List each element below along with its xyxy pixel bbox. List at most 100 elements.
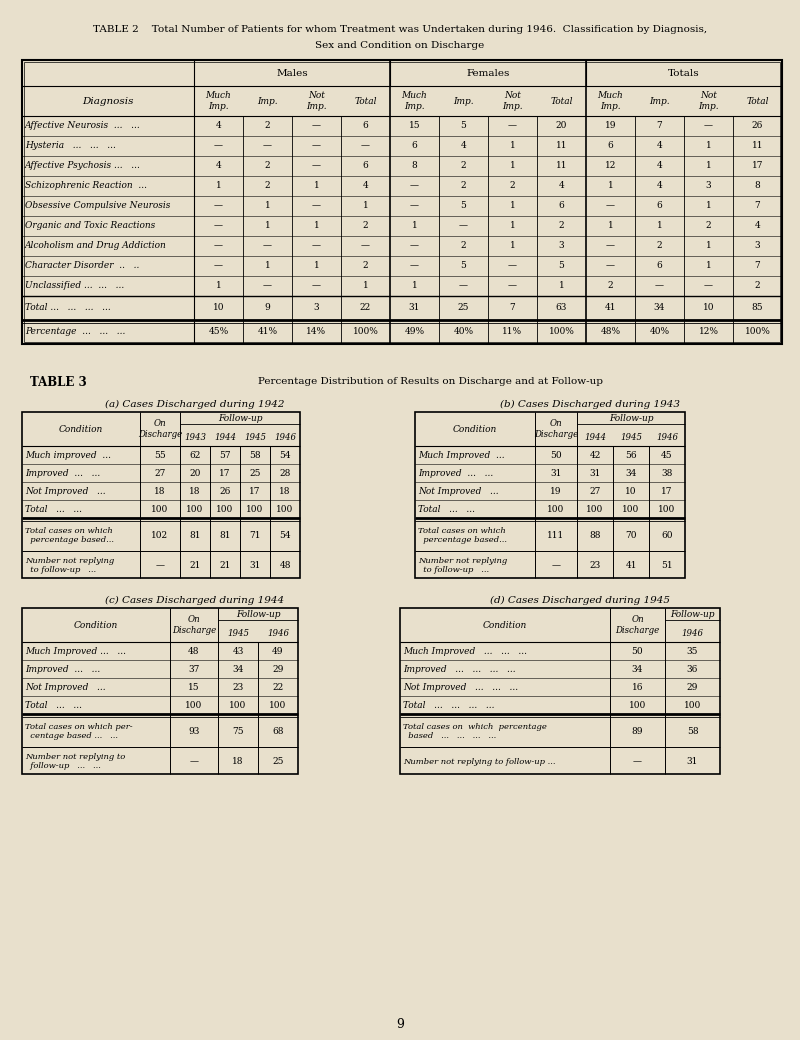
Text: 100: 100: [547, 504, 565, 514]
Text: 1945: 1945: [244, 433, 266, 442]
Text: —: —: [459, 222, 468, 231]
Text: Affective Neurosis  ...   ...: Affective Neurosis ... ...: [25, 122, 141, 130]
Text: 54: 54: [279, 531, 291, 540]
Text: Number not replying
  to follow-up   ...: Number not replying to follow-up ...: [418, 556, 507, 574]
Text: Condition: Condition: [74, 621, 118, 629]
Text: —: —: [606, 241, 615, 251]
Text: 2: 2: [558, 222, 564, 231]
Text: 1: 1: [706, 141, 711, 151]
Text: Percentage Distribution of Results on Discharge and at Follow-up: Percentage Distribution of Results on Di…: [258, 378, 602, 387]
Text: Not Improved   ...: Not Improved ...: [25, 682, 106, 692]
Text: 6: 6: [608, 141, 614, 151]
Text: 34: 34: [232, 665, 244, 674]
Text: 1: 1: [510, 202, 515, 210]
Text: 4: 4: [216, 122, 222, 130]
Text: 2: 2: [265, 161, 270, 171]
Text: 100: 100: [586, 504, 604, 514]
Text: 1: 1: [314, 261, 319, 270]
Text: 7: 7: [754, 202, 760, 210]
Text: 100%: 100%: [353, 328, 378, 337]
Text: 8: 8: [412, 161, 418, 171]
Bar: [22, 412, 300, 578]
Text: —: —: [312, 241, 321, 251]
Text: —: —: [410, 261, 419, 270]
Text: 1: 1: [608, 222, 614, 231]
Text: 3: 3: [314, 304, 319, 312]
Text: 71: 71: [250, 531, 261, 540]
Text: 40%: 40%: [650, 328, 670, 337]
Text: 2: 2: [510, 182, 515, 190]
Text: 4: 4: [461, 141, 466, 151]
Text: Unclassified ...  ...   ...: Unclassified ... ... ...: [25, 282, 124, 290]
Text: 4: 4: [362, 182, 368, 190]
Text: —: —: [704, 282, 713, 290]
Text: 6: 6: [362, 161, 368, 171]
Text: 1: 1: [706, 241, 711, 251]
Text: 100: 100: [230, 701, 246, 709]
Text: 7: 7: [510, 304, 515, 312]
Text: 45%: 45%: [208, 328, 229, 337]
Text: 3: 3: [558, 241, 564, 251]
Text: 1: 1: [558, 282, 564, 290]
Text: 18: 18: [154, 487, 166, 495]
Text: 1946: 1946: [682, 628, 703, 638]
Text: 41%: 41%: [258, 328, 278, 337]
Text: 1: 1: [362, 202, 368, 210]
Text: 1945: 1945: [227, 628, 249, 638]
Bar: [415, 412, 685, 578]
Text: 93: 93: [188, 727, 200, 736]
Text: Schizophrenic Reaction  ...: Schizophrenic Reaction ...: [25, 182, 147, 190]
Text: —: —: [312, 141, 321, 151]
Text: 21: 21: [190, 561, 201, 570]
Text: 68: 68: [272, 727, 284, 736]
Text: Obsessive Compulsive Neurosis: Obsessive Compulsive Neurosis: [25, 202, 170, 210]
Text: —: —: [508, 122, 517, 130]
Text: 48: 48: [188, 647, 200, 655]
Text: 100: 100: [622, 504, 640, 514]
Text: 60: 60: [662, 531, 673, 540]
Text: 1: 1: [706, 161, 711, 171]
Text: 48%: 48%: [601, 328, 621, 337]
Text: 88: 88: [590, 531, 601, 540]
Bar: [22, 60, 782, 344]
Text: —: —: [214, 261, 223, 270]
Text: 12%: 12%: [698, 328, 718, 337]
Text: 31: 31: [590, 468, 601, 477]
Text: 35: 35: [686, 647, 698, 655]
Text: 1: 1: [314, 182, 319, 190]
Text: 17: 17: [250, 487, 261, 495]
Text: 23: 23: [590, 561, 601, 570]
Text: Total cases on which
  percentage based...: Total cases on which percentage based...: [418, 527, 507, 544]
Text: Males: Males: [276, 69, 308, 78]
Text: 1: 1: [265, 222, 270, 231]
Text: 29: 29: [272, 665, 284, 674]
Text: 75: 75: [232, 727, 244, 736]
Text: Imp.: Imp.: [257, 97, 278, 105]
Text: 100%: 100%: [549, 328, 574, 337]
Text: On
Discharge: On Discharge: [138, 419, 182, 439]
Text: 6: 6: [657, 261, 662, 270]
Text: 25: 25: [458, 304, 470, 312]
Text: 1: 1: [362, 282, 368, 290]
Text: 43: 43: [232, 647, 244, 655]
Text: 28: 28: [279, 468, 290, 477]
Text: Much Improved  ...: Much Improved ...: [418, 450, 505, 460]
Text: —: —: [633, 757, 642, 766]
Text: —: —: [410, 182, 419, 190]
Text: 1: 1: [608, 182, 614, 190]
Text: —: —: [704, 122, 713, 130]
Text: 100%: 100%: [745, 328, 770, 337]
Text: 31: 31: [250, 561, 261, 570]
Text: —: —: [263, 141, 272, 151]
Text: 41: 41: [626, 561, 637, 570]
Text: (a) Cases Discharged during 1942: (a) Cases Discharged during 1942: [106, 399, 285, 409]
Text: Total: Total: [354, 97, 377, 105]
Text: Condition: Condition: [453, 424, 497, 434]
Text: 1: 1: [706, 202, 711, 210]
Text: 11: 11: [556, 141, 567, 151]
Text: 6: 6: [657, 202, 662, 210]
Text: 15: 15: [188, 682, 200, 692]
Text: 18: 18: [279, 487, 290, 495]
Text: 2: 2: [461, 182, 466, 190]
Text: 1: 1: [216, 282, 222, 290]
